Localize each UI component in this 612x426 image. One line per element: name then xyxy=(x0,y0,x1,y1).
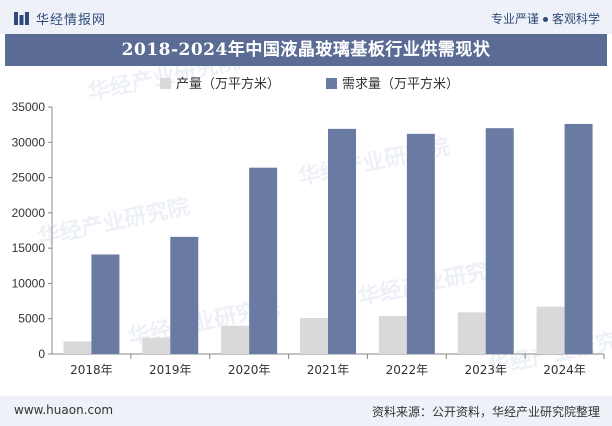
legend-swatch xyxy=(160,78,171,89)
demand-bar xyxy=(170,236,199,354)
production-bar xyxy=(378,315,407,354)
production-bar xyxy=(536,306,565,354)
footer-source: 资料来源：公开资料，华经产业研究院整理 xyxy=(371,405,600,419)
y-tick-label: 25000 xyxy=(12,171,46,185)
legend-label: 产量（万平方米） xyxy=(176,76,280,92)
y-tick-label: 30000 xyxy=(12,135,46,149)
tagline: 专业严谨 客观科学 xyxy=(491,10,600,27)
y-tick-label: 5000 xyxy=(18,312,45,326)
y-tick-label: 20000 xyxy=(12,206,46,220)
production-bar xyxy=(300,318,328,354)
production-bar xyxy=(221,325,250,354)
tagline-separator-dot xyxy=(542,17,548,22)
production-bar xyxy=(63,341,92,354)
footer-url[interactable]: www.huaon.com xyxy=(14,403,114,417)
top-bar: 华经情报网 专业严谨 客观科学 xyxy=(0,0,612,34)
x-tick-label: 2018年 xyxy=(70,363,113,377)
legend-label: 需求量（万平方米） xyxy=(342,76,459,92)
x-tick-label: 2023年 xyxy=(464,363,507,377)
production-bar xyxy=(457,312,486,354)
demand-bar xyxy=(485,128,514,354)
y-tick-label: 10000 xyxy=(12,276,46,290)
x-tick-label: 2024年 xyxy=(543,363,586,377)
demand-bar xyxy=(91,254,120,354)
demand-bar xyxy=(564,123,593,355)
y-tick-label: 35000 xyxy=(12,100,46,114)
tagline-right: 客观科学 xyxy=(551,12,600,26)
x-tick-label: 2022年 xyxy=(386,363,429,377)
x-tick-label: 2021年 xyxy=(307,363,350,377)
y-tick-label: 0 xyxy=(38,347,45,361)
chart-title: 2018-2024年中国液晶玻璃基板行业供需现状 xyxy=(5,34,607,66)
brand: 华经情报网 xyxy=(14,9,106,28)
demand-bar xyxy=(249,167,278,354)
footer: www.huaon.com 资料来源：公开资料，华经产业研究院整理 xyxy=(0,396,612,426)
tagline-left: 专业严谨 xyxy=(490,12,539,26)
demand-bar xyxy=(328,128,356,354)
y-tick-label: 15000 xyxy=(12,241,46,255)
demand-bar xyxy=(406,133,435,354)
x-tick-label: 2019年 xyxy=(149,363,192,377)
bar-chart: 华经产业研究院华经产业研究院华经产业研究院华经产业研究院华经产业研究院华经产业研… xyxy=(12,66,612,381)
x-tick-label: 2020年 xyxy=(228,363,271,377)
brand-logo-icon xyxy=(14,12,29,25)
watermark-text: 华经产业研究院 xyxy=(36,193,192,250)
brand-name: 华经情报网 xyxy=(36,13,107,28)
legend-swatch xyxy=(326,78,337,89)
production-bar xyxy=(142,337,171,354)
